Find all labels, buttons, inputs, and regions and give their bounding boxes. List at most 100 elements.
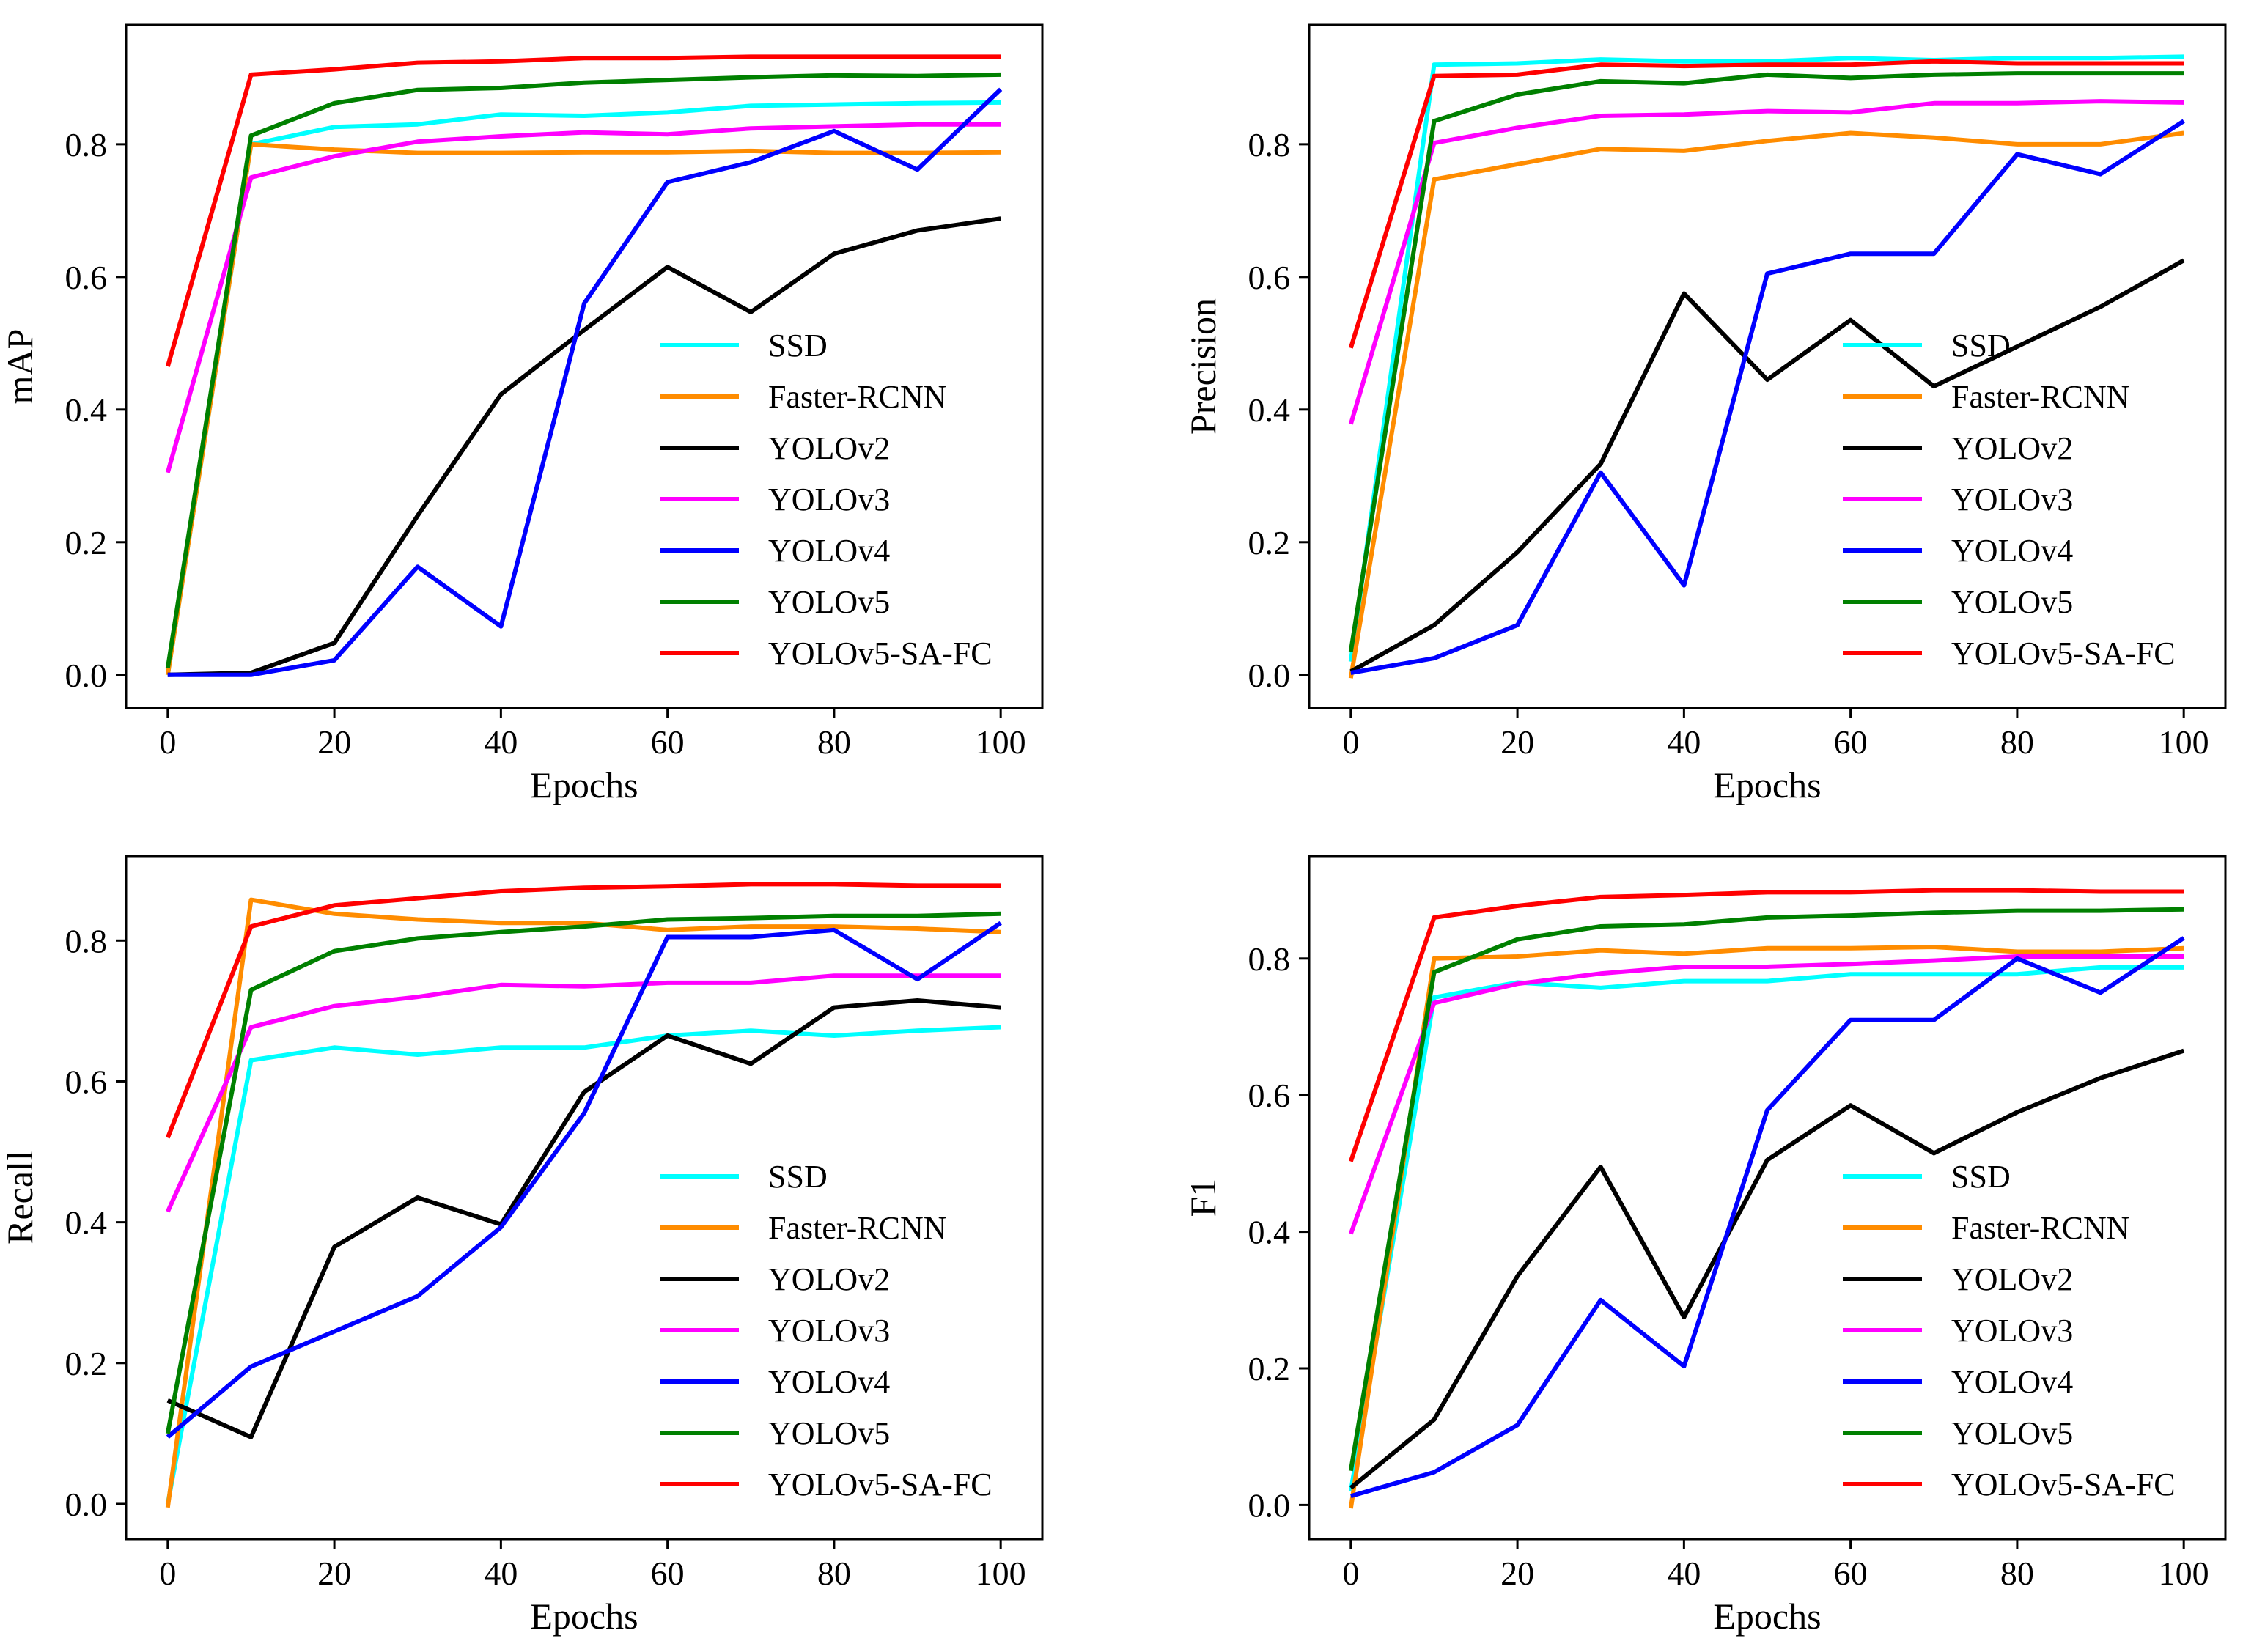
x-tick-label: 20: [1500, 723, 1534, 761]
series-line-yolov3: [1348, 99, 2184, 425]
x-tick-label: 40: [484, 1555, 518, 1592]
legend-label: YOLOv5: [1951, 584, 2073, 620]
series-line-faster-rcnn: [165, 897, 1001, 1508]
x-tick-label: 60: [651, 1555, 685, 1592]
x-tick-label: 80: [2000, 1555, 2034, 1592]
y-tick-label: 0.8: [65, 126, 108, 163]
legend-label: SSD: [768, 1159, 828, 1195]
series-line-yolov3: [1348, 954, 2184, 1235]
x-tick-label: 0: [1342, 723, 1359, 761]
axes-frame: [1308, 23, 2227, 709]
legend-label: YOLOv5-SA-FC: [1951, 1467, 2176, 1502]
series-group: [165, 54, 1003, 677]
y-tick-label: 0.2: [1248, 1350, 1291, 1387]
y-tick-label: 0.2: [65, 1345, 108, 1382]
legend-label: YOLOv5: [768, 584, 890, 620]
y-tick-label: 0.4: [1248, 1214, 1291, 1251]
chart-map: 0 20 40 60 80 100 0.0 0.2 0.4 0.6 0.8 Epochs mAP SSD F…: [0, 23, 1044, 805]
x-tick-label: 20: [1500, 1555, 1534, 1592]
legend: SSD Faster-RCNN YOLOv2 YOLOv3 YOLOv4 YOLOv5 YO…: [660, 328, 992, 671]
series-line-yolov5-sa-fc: [1348, 59, 2184, 349]
x-tick-label: 100: [976, 723, 1026, 761]
legend-label: YOLOv3: [1951, 482, 2073, 517]
legend-label: YOLOv2: [1951, 430, 2073, 466]
axes-frame: [125, 23, 1044, 709]
legend-label: YOLOv4: [1951, 533, 2073, 569]
x-tick-label: 80: [817, 723, 851, 761]
series-line-yolov3: [165, 122, 1001, 473]
x-tick-label: 40: [1667, 723, 1701, 761]
x-tick-label: 40: [1667, 1555, 1701, 1592]
y-tick-label: 0.4: [1248, 391, 1291, 429]
y-tick-label: 0.6: [65, 1063, 108, 1100]
x-tick-label: 0: [159, 1555, 176, 1592]
series-line-yolov5: [1348, 907, 2184, 1472]
x-tick-label: 60: [1834, 1555, 1868, 1592]
series-line-yolov2: [1349, 258, 2185, 674]
y-tick-label: 0.8: [65, 922, 108, 959]
legend-label: Faster-RCNN: [1951, 1210, 2130, 1246]
x-tick-label: 20: [317, 723, 351, 761]
legend-label: YOLOv5-SA-FC: [768, 1467, 992, 1502]
legend-label: YOLOv5: [1951, 1415, 2073, 1451]
y-tick-label: 0.8: [1248, 940, 1291, 978]
axes-frame: [125, 855, 1044, 1541]
x-tick-label: 100: [2159, 723, 2209, 761]
series-line-yolov4: [166, 921, 1002, 1439]
series-line-yolov5: [165, 72, 1001, 669]
x-axis-label: Epochs: [530, 764, 638, 805]
series-line-yolov4: [1350, 119, 2185, 675]
x-tick-label: 0: [1342, 1555, 1359, 1592]
x-tick-label: 60: [1834, 723, 1868, 761]
legend: SSD Faster-RCNN YOLOv2 YOLOv3 YOLOv4 YOLOv5 YO…: [1843, 328, 2176, 671]
series-line-yolov2: [167, 216, 1001, 677]
series-line-ssd: [165, 1025, 1001, 1505]
series-line-ssd: [165, 100, 1001, 676]
y-tick-label: 0.0: [65, 1486, 108, 1523]
y-tick-label: 0.2: [65, 524, 108, 561]
x-axis-label: Epochs: [1713, 1596, 1821, 1637]
series-line-yolov3: [166, 973, 1001, 1213]
legend-label: YOLOv3: [768, 1313, 890, 1349]
y-tick-label: 0.2: [1248, 524, 1291, 561]
legend-label: SSD: [1951, 1159, 2011, 1195]
series-line-yolov5-sa-fc: [166, 882, 1001, 1139]
legend-label: SSD: [768, 328, 828, 364]
x-axis-label: Epochs: [1713, 764, 1821, 805]
legend-label: Faster-RCNN: [768, 379, 947, 415]
series-line-ssd: [1348, 54, 2184, 663]
x-tick-label: 80: [817, 1555, 851, 1592]
series-line-yolov4: [167, 87, 1003, 677]
legend-label: YOLOv3: [1951, 1313, 2073, 1349]
series-line-yolov5: [165, 911, 1001, 1434]
axes-frame: [1308, 855, 2227, 1541]
series-line-faster-rcnn: [1348, 130, 2184, 679]
legend-label: YOLOv5: [768, 1415, 890, 1451]
series-line-yolov4: [1349, 936, 2185, 1499]
y-axis-label: mAP: [0, 329, 40, 405]
legend-label: YOLOv2: [1951, 1261, 2073, 1297]
legend-label: Faster-RCNN: [1951, 379, 2130, 415]
x-tick-label: 40: [484, 723, 518, 761]
legend-label: YOLOv4: [1951, 1364, 2073, 1400]
y-tick-label: 0.8: [1248, 126, 1291, 163]
legend: SSD Faster-RCNN YOLOv2 YOLOv3 YOLOv4 YOLOv5 YO…: [660, 1159, 992, 1502]
legend-label: YOLOv5-SA-FC: [768, 635, 992, 671]
series-line-yolov5-sa-fc: [1348, 888, 2184, 1162]
y-tick-label: 0.6: [1248, 259, 1291, 296]
y-tick-label: 0.0: [65, 657, 108, 694]
y-tick-label: 0.6: [1248, 1077, 1291, 1114]
series-line-yolov2: [1349, 1048, 2185, 1490]
x-tick-label: 100: [976, 1555, 1026, 1592]
legend-label: YOLOv3: [768, 482, 890, 517]
series-line-yolov2: [166, 998, 1001, 1439]
y-axis-label: F1: [1182, 1179, 1223, 1217]
series-line-faster-rcnn: [165, 141, 1001, 676]
x-axis-label: Epochs: [530, 1596, 638, 1637]
series-line-faster-rcnn: [1348, 945, 2184, 1509]
legend-label: Faster-RCNN: [768, 1210, 947, 1246]
y-tick-label: 0.0: [1248, 657, 1291, 694]
legend-label: YOLOv2: [768, 430, 890, 466]
y-tick-label: 0.0: [1248, 1486, 1291, 1524]
